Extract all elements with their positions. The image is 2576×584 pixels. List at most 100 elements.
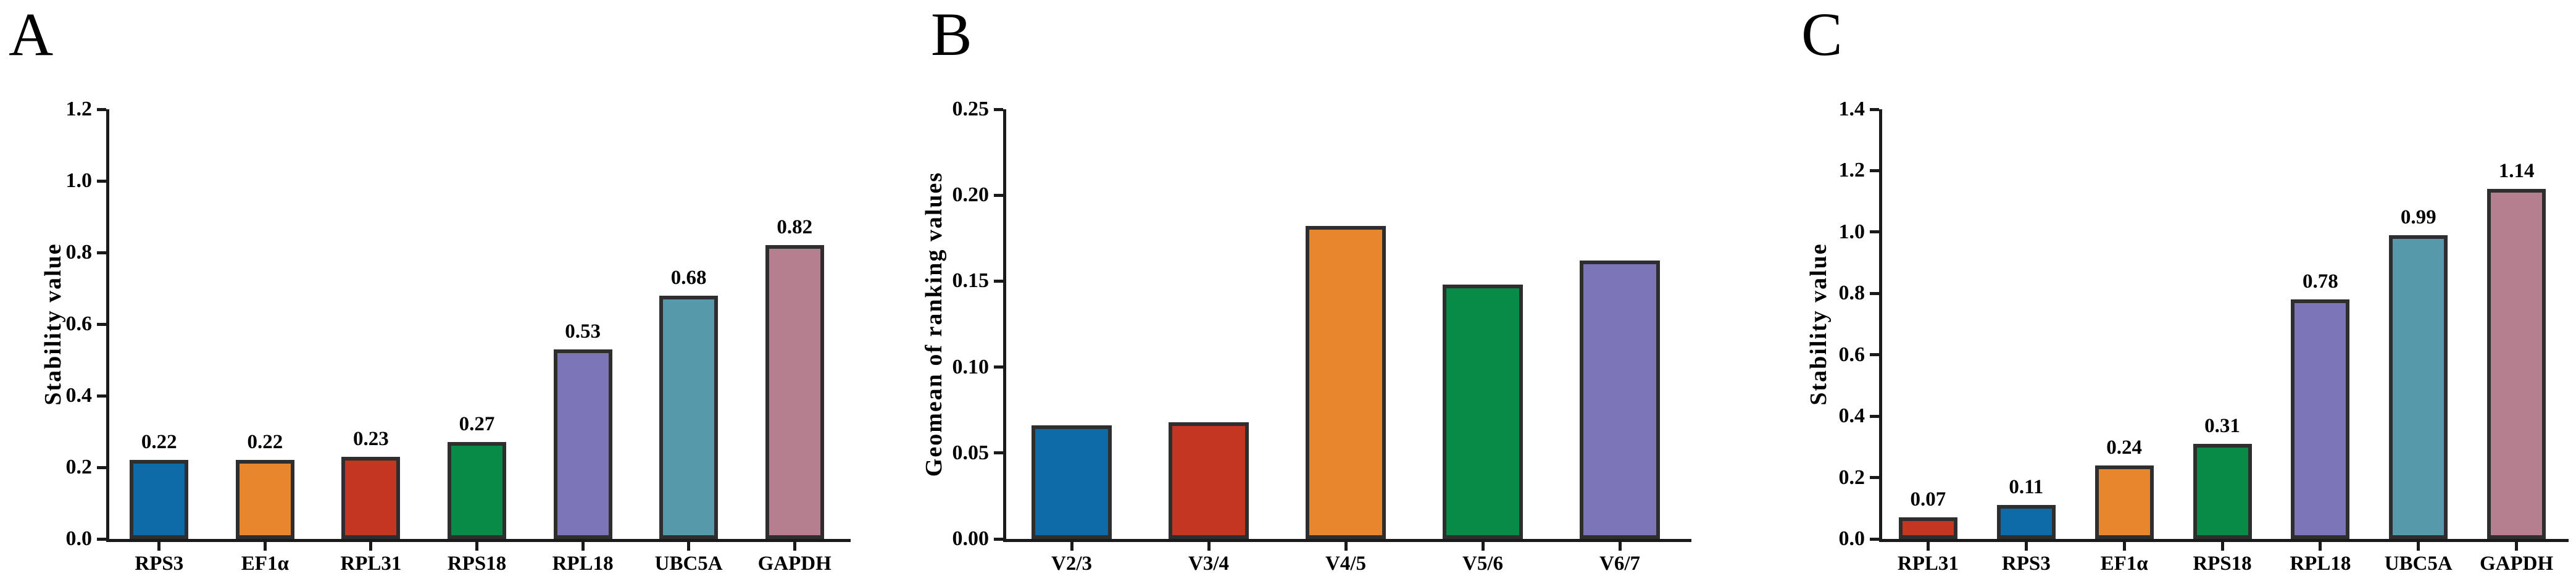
bar-value-label: 0.68 <box>670 266 707 289</box>
x-tick-mark <box>2220 542 2224 551</box>
panel-letter: B <box>931 0 972 69</box>
bar <box>1032 425 1112 539</box>
x-tick-mark <box>793 542 796 551</box>
y-tick-mark <box>1870 230 1879 234</box>
y-tick-mark <box>97 394 106 398</box>
bar <box>2291 299 2350 539</box>
bar <box>341 456 401 539</box>
y-tick-label: 1.0 <box>1838 220 1865 243</box>
bar <box>1169 422 1249 539</box>
plot-area <box>1879 109 2569 542</box>
y-tick-mark <box>1870 414 1879 418</box>
bar-value-label: 0.78 <box>2302 270 2338 293</box>
bar <box>235 460 294 539</box>
x-tick-mark <box>475 542 478 551</box>
x-tick-label: RPL31 <box>1897 553 1959 575</box>
bar-value-label: 0.22 <box>141 431 177 454</box>
x-tick-mark <box>1481 542 1485 551</box>
x-tick-mark <box>1618 542 1622 551</box>
bar-value-label: 0.22 <box>247 431 283 454</box>
y-tick-mark <box>97 537 106 541</box>
y-tick-mark <box>97 251 106 254</box>
bar <box>1580 260 1660 539</box>
x-tick-label: RPS18 <box>447 553 507 575</box>
y-tick-label: 0.15 <box>952 269 990 293</box>
bar-value-label: 0.99 <box>2400 206 2436 228</box>
chart-panel-b: B Geomean of ranking values 0.00 0.05 0.10 0… <box>858 0 1716 584</box>
bar-value-label: 0.23 <box>353 427 389 450</box>
y-tick-mark <box>994 537 1003 541</box>
y-tick-mark <box>994 193 1003 197</box>
bar <box>659 295 719 539</box>
y-tick-label: 1.2 <box>1838 159 1865 182</box>
y-tick-label: 0.6 <box>1838 343 1865 366</box>
x-tick-mark <box>2417 542 2420 551</box>
plot-area <box>106 109 851 542</box>
bar <box>553 349 612 539</box>
x-tick-label: V2/3 <box>1051 553 1092 575</box>
x-tick-mark <box>581 542 585 551</box>
x-tick-mark <box>1207 542 1211 551</box>
y-tick-label: 0.4 <box>65 384 93 407</box>
bar-value-label: 0.53 <box>565 320 601 343</box>
bar <box>2193 443 2252 539</box>
bar <box>448 442 506 539</box>
y-tick-mark <box>1870 476 1879 480</box>
y-tick-label: 0.20 <box>952 183 990 207</box>
y-tick-label: 1.4 <box>1838 98 1865 120</box>
bar-value-label: 0.27 <box>459 413 495 436</box>
x-tick-mark <box>687 542 691 551</box>
bar-value-label: 0.24 <box>2106 436 2143 459</box>
bar <box>2095 465 2154 539</box>
plot-area <box>1003 109 1691 542</box>
x-tick-label: EF1α <box>2100 553 2148 575</box>
x-tick-label: GAPDH <box>2479 553 2554 575</box>
bar <box>1306 226 1386 539</box>
x-tick-label: RPL18 <box>552 553 614 575</box>
bar <box>1898 517 1957 539</box>
y-tick-label: 1.0 <box>65 169 93 192</box>
x-tick-label: EF1α <box>241 553 289 575</box>
y-axis-title: Geomean of ranking values <box>921 171 947 477</box>
bar-value-label: 1.14 <box>2498 160 2535 183</box>
y-tick-label: 0.05 <box>952 441 990 464</box>
x-tick-mark <box>2515 542 2519 551</box>
bar <box>1443 284 1523 539</box>
x-tick-label: V4/5 <box>1325 553 1366 575</box>
y-tick-mark <box>994 107 1003 111</box>
bar <box>2389 235 2448 539</box>
x-tick-label: V5/6 <box>1462 553 1503 575</box>
y-tick-label: 0.6 <box>65 312 93 335</box>
x-tick-mark <box>1344 542 1348 551</box>
bar <box>1996 505 2056 539</box>
y-tick-label: 0.4 <box>1838 404 1865 428</box>
y-tick-mark <box>1870 537 1879 541</box>
x-tick-label: RPL18 <box>2290 553 2351 575</box>
x-tick-label: GAPDH <box>757 553 832 575</box>
y-tick-label: 0.10 <box>952 355 990 378</box>
panel-letter: A <box>9 0 54 69</box>
x-tick-label: UBC5A <box>654 553 723 575</box>
x-tick-label: V6/7 <box>1599 553 1640 575</box>
x-tick-label: UBC5A <box>2384 553 2453 575</box>
y-tick-mark <box>1870 169 1879 172</box>
y-tick-mark <box>1870 353 1879 357</box>
y-tick-label: 0.8 <box>1838 282 1865 305</box>
x-tick-mark <box>2319 542 2322 551</box>
x-tick-mark <box>263 542 267 551</box>
y-tick-label: 0.2 <box>1838 465 1865 489</box>
x-tick-mark <box>1926 542 1930 551</box>
y-tick-mark <box>97 465 106 469</box>
bar <box>130 460 189 539</box>
x-tick-label: RPS3 <box>135 553 184 575</box>
y-tick-mark <box>97 107 106 111</box>
y-axis-title: Stability value <box>1806 243 1832 406</box>
y-tick-label: 0.2 <box>65 456 93 478</box>
chart-panel-a: A Stability value 0.0 0.2 0.4 0.6 0.8 1.0 1.2 RP… <box>0 0 858 584</box>
bar-value-label: 0.31 <box>2204 414 2240 437</box>
bar-value-label: 0.07 <box>1910 488 1946 511</box>
chart-panel-c: C Stability value 0.0 0.2 0.4 0.6 0.8 1.0 1.2 1.… <box>1716 0 2576 584</box>
y-tick-mark <box>97 179 106 183</box>
y-tick-mark <box>97 322 106 326</box>
